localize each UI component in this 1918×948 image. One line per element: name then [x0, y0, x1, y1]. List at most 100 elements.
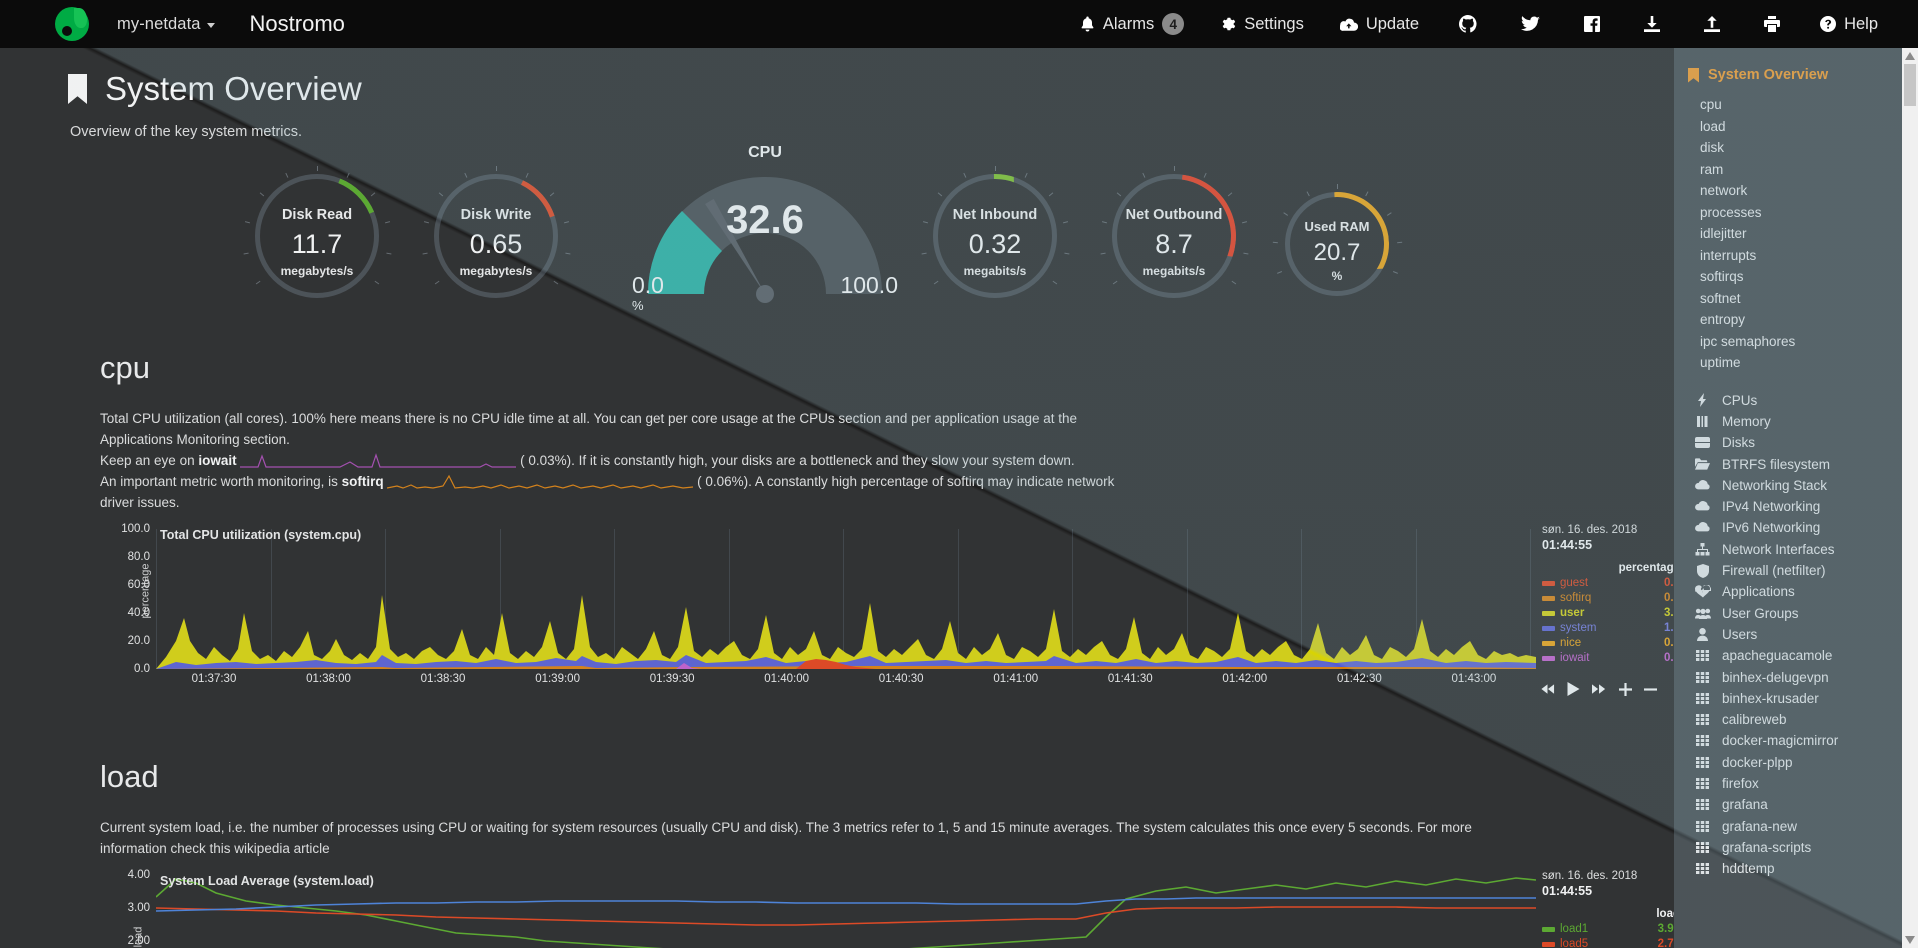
legend-row[interactable]: softirq 0.0: [1542, 591, 1680, 606]
gauge-net-inbound[interactable]: Net Inbound 0.32 megabits/s: [921, 166, 1070, 298]
play-icon[interactable]: [1567, 682, 1580, 696]
print-icon[interactable]: [1742, 0, 1802, 48]
sidebar-item-ipc-semaphores[interactable]: ipc semaphores: [1700, 333, 1796, 349]
settings-button[interactable]: Settings: [1202, 0, 1322, 48]
sidebar-item-disks[interactable]: Disks: [1674, 432, 1918, 453]
sidebar-label: Network Interfaces: [1722, 541, 1835, 557]
sidebar-item-interrupts[interactable]: interrupts: [1700, 247, 1757, 263]
legend-row[interactable]: user 3.1: [1542, 606, 1680, 621]
sidebar-label: Memory: [1722, 413, 1771, 429]
gauge-used-ram[interactable]: Used RAM 20.7 %: [1272, 184, 1403, 296]
sidebar-item-grafana-scripts[interactable]: grafana-scripts: [1674, 837, 1918, 858]
twitter-icon[interactable]: [1499, 0, 1562, 48]
sidebar-item-hddtemp[interactable]: hddtemp: [1674, 858, 1918, 879]
plus-icon[interactable]: [1619, 682, 1632, 696]
th-icon: [1694, 841, 1711, 853]
sparkline-softirq: [387, 475, 694, 490]
sidebar-current-section[interactable]: System Overview: [1674, 64, 1918, 86]
legend-row[interactable]: system 1.7: [1542, 621, 1680, 636]
scroll-down-arrow-icon[interactable]: [1905, 936, 1915, 944]
chart-plot-area[interactable]: 4.00 3.00 2.00 1.00 01:37:00 01:37:30 01…: [128, 869, 1536, 948]
sidebar-item-binhex-krusader[interactable]: binhex-krusader: [1674, 688, 1918, 709]
legend-swatch: [1542, 656, 1555, 661]
gauge-disk-write[interactable]: Disk Write 0.65 megabytes/s: [434, 174, 558, 298]
sidebar-item-uptime[interactable]: uptime: [1700, 355, 1741, 370]
sidebar-item-grafana[interactable]: grafana: [1674, 794, 1918, 815]
sidebar-item-cpus[interactable]: CPUs: [1674, 390, 1918, 411]
sidebar-item-processes[interactable]: processes: [1700, 204, 1762, 220]
gauge-row: Disk Read 11.7 megabytes/s Disk Write: [0, 144, 1674, 312]
page-scrollbar[interactable]: [1902, 48, 1918, 948]
sidebar-item-calibreweb[interactable]: calibreweb: [1674, 709, 1918, 730]
sidebar-item-disk[interactable]: disk: [1700, 140, 1725, 155]
th-icon: [1694, 650, 1711, 662]
top-navbar: my-netdata Nostromo Alarms 4 Settings: [0, 0, 1918, 48]
gauge-disk-read[interactable]: Disk Read 11.7 megabytes/s: [255, 174, 379, 298]
section-desc-cpu: Total CPU utilization (all cores). 100% …: [100, 408, 1120, 513]
legend-row[interactable]: nice 0.1: [1542, 636, 1680, 651]
gauge-net-outbound[interactable]: Net Outbound 8.7 megabits/s: [1100, 174, 1249, 298]
user-icon: [1694, 627, 1711, 641]
legend-row[interactable]: guest 0.2: [1542, 576, 1680, 591]
legend-row[interactable]: iowait 0.0: [1542, 651, 1680, 666]
fast-forward-icon[interactable]: [1592, 683, 1607, 695]
xtick: 01:38:00: [306, 673, 351, 685]
sidebar-item-firewall-netfilter[interactable]: Firewall (netfilter): [1674, 560, 1918, 581]
minus-icon[interactable]: [1644, 683, 1657, 696]
sidebar-item-ipv4-networking[interactable]: IPv4 Networking: [1674, 496, 1918, 517]
sidebar-item-user-groups[interactable]: User Groups: [1674, 602, 1918, 623]
netdata-logo-icon[interactable]: [55, 7, 89, 41]
update-button[interactable]: Update: [1322, 0, 1437, 48]
gauge-label: Net Inbound: [952, 207, 1038, 223]
download-icon[interactable]: [1622, 0, 1682, 48]
github-icon[interactable]: [1437, 0, 1499, 48]
sidebar-label: IPv4 Networking: [1722, 499, 1821, 515]
sidebar-item-cpu[interactable]: cpu: [1700, 97, 1722, 112]
sidebar-item-firefox[interactable]: firefox: [1674, 773, 1918, 794]
sidebar-item-apacheguacamole[interactable]: apacheguacamole: [1674, 645, 1918, 666]
legend-row[interactable]: load5 2.75: [1542, 937, 1680, 948]
ytick: 80.0: [127, 551, 150, 563]
desc-line-2-post: ( 0.03%). If it is constantly high, your…: [520, 453, 1075, 468]
sidebar-label: hddtemp: [1722, 861, 1775, 877]
alarms-button[interactable]: Alarms 4: [1062, 0, 1202, 48]
gauge-cpu[interactable]: CPU 32.6 0.0 % 100.0: [630, 144, 900, 313]
sidebar-item-btrfs-filesystem[interactable]: BTRFS filesystem: [1674, 453, 1918, 474]
fast-backward-icon[interactable]: [1540, 683, 1555, 695]
section-cpu: cpu Total CPU utilization (all cores). 1…: [0, 350, 1701, 697]
sidebar-item-softirqs[interactable]: softirqs: [1700, 269, 1744, 284]
sidebar-item-idlejitter[interactable]: idlejitter: [1700, 226, 1747, 241]
sidebar-item-ipv6-networking[interactable]: IPv6 Networking: [1674, 517, 1918, 538]
sidebar-item-docker-magicmirror[interactable]: docker-magicmirror: [1674, 730, 1918, 751]
sidebar-item-load[interactable]: load: [1700, 118, 1726, 134]
sidebar-item-memory[interactable]: Memory: [1674, 411, 1918, 432]
sidebar-item-users[interactable]: Users: [1674, 624, 1918, 645]
upload-icon[interactable]: [1682, 0, 1742, 48]
sidebar-item-grafana-new[interactable]: grafana-new: [1674, 815, 1918, 836]
sidebar-item-entropy[interactable]: entropy: [1700, 312, 1746, 327]
scrollbar-thumb[interactable]: [1904, 64, 1916, 106]
legend-swatch: [1542, 927, 1555, 932]
chart-system-cpu[interactable]: Total CPU utilization (system.cpu) perce…: [70, 523, 1701, 697]
legend-name: user: [1560, 607, 1585, 619]
sidebar-item-network[interactable]: network: [1700, 183, 1748, 198]
sidebar-item-binhex-delugevpn[interactable]: binhex-delugevpn: [1674, 666, 1918, 687]
chart-system-load[interactable]: System Load Average (system.load) load 4…: [70, 869, 1680, 948]
gauge-label: Net Outbound: [1125, 207, 1223, 223]
sidebar-item-ram[interactable]: ram: [1700, 161, 1724, 177]
gauge-units: megabytes/s: [280, 264, 354, 278]
sidebar-item-network-interfaces[interactable]: Network Interfaces: [1674, 539, 1918, 560]
sidebar-item-docker-plpp[interactable]: docker-plpp: [1674, 752, 1918, 773]
sidebar-current-label: System Overview: [1708, 67, 1829, 83]
legend-row[interactable]: load1 3.96: [1542, 922, 1680, 937]
sidebar-item-applications[interactable]: Applications: [1674, 581, 1918, 602]
sidebar-label: BTRFS filesystem: [1722, 456, 1831, 472]
sidebar-item-softnet[interactable]: softnet: [1700, 290, 1741, 306]
facebook-icon[interactable]: [1562, 0, 1622, 48]
chart-plot-area[interactable]: 100.0 80.0 60.0 40.0 20.0 0.0: [121, 523, 1536, 685]
sidebar-item-networking-stack[interactable]: Networking Stack: [1674, 475, 1918, 496]
shield-icon: [1694, 563, 1711, 578]
scroll-up-arrow-icon[interactable]: [1905, 52, 1915, 60]
help-button[interactable]: Help: [1802, 0, 1896, 48]
host-selector[interactable]: my-netdata: [117, 15, 215, 34]
